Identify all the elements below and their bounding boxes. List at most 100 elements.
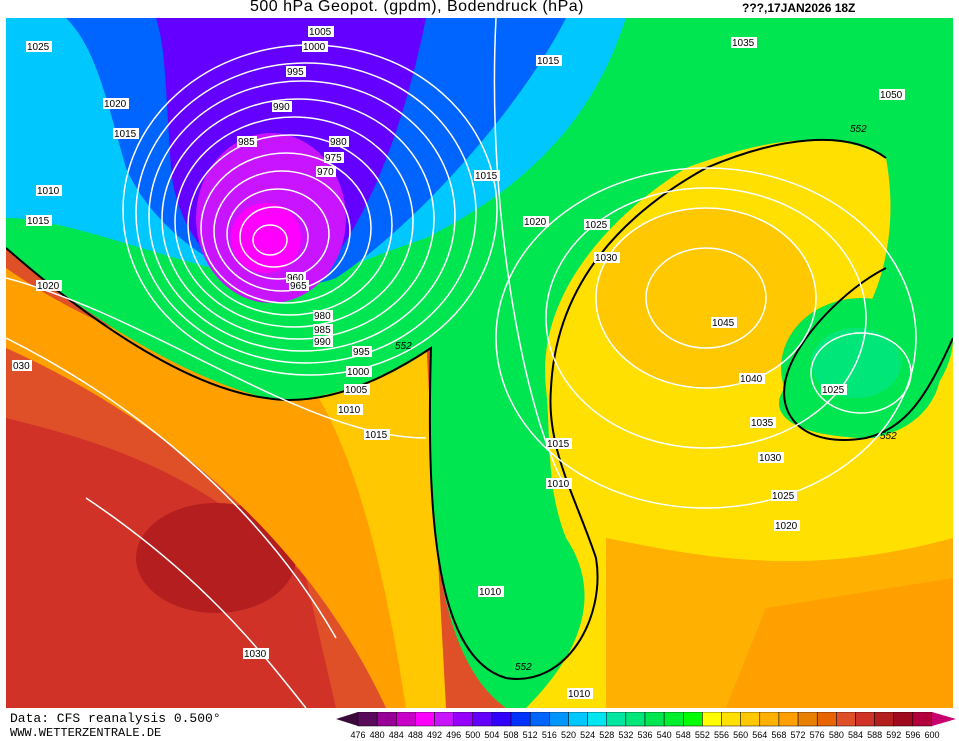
pressure-label: 1005 [344,384,370,396]
svg-text:995: 995 [287,67,304,78]
legend-label: 588 [867,730,882,740]
svg-text:1025: 1025 [822,385,845,396]
svg-text:1020: 1020 [524,217,547,228]
pressure-label: 1040 [739,373,765,385]
pressure-label: 995 [352,346,372,358]
svg-text:980: 980 [330,137,347,148]
legend-label: 516 [542,730,557,740]
legend-label: 524 [580,730,595,740]
isobar [135,62,477,364]
isobar [161,98,435,340]
isobar [213,170,351,292]
pressure-label: 1000 [302,41,328,53]
legend-label: 484 [389,730,404,740]
svg-text:1025: 1025 [27,42,50,53]
legend-swatch [816,712,837,727]
legend-label: 584 [848,730,863,740]
svg-text:960: 960 [287,273,304,284]
geopotential-label: 552 [395,341,412,352]
pressure-label: 980 [329,136,349,148]
legend-swatch [529,712,550,727]
svg-text:1010: 1010 [37,186,60,197]
svg-text:1015: 1015 [27,216,50,227]
svg-text:1020: 1020 [775,521,798,532]
pressure-label: 1020 [523,216,549,228]
legend-swatch [836,712,856,727]
pressure-label: 1025 [584,219,610,231]
svg-text:965: 965 [290,281,307,292]
pressure-label: 990 [313,336,333,348]
pressure-label: 1015 [26,215,52,227]
legend-label: 552 [695,730,710,740]
isobar [85,497,307,708]
pressure-label: 1020 [774,520,800,532]
pressure-label: 030 [12,360,32,372]
svg-text:1015: 1015 [114,129,137,140]
legend-swatch [644,712,665,727]
isobar [239,206,309,268]
svg-text:1030: 1030 [244,649,267,660]
pressure-label: 960 [286,272,306,284]
legend-swatch [663,712,684,727]
pressure-label: 1010 [337,404,363,416]
svg-text:1045: 1045 [712,318,735,329]
pressure-label: 1020 [36,280,62,292]
isobar [226,188,330,280]
legend-swatch [778,712,799,727]
svg-text:1050: 1050 [880,90,903,101]
legend-swatch [606,712,627,727]
legend-label: 572 [791,730,806,740]
legend-label: 488 [408,730,423,740]
svg-text:1010: 1010 [338,405,361,416]
legend-swatch [740,712,761,727]
pressure-label: 1045 [711,317,737,329]
svg-text:1015: 1015 [365,430,388,441]
svg-text:1010: 1010 [568,689,591,700]
pressure-label: 1030 [243,648,269,660]
legend-swatch [797,712,818,727]
legend-swatch [434,712,454,727]
legend-label: 536 [637,730,652,740]
legend-swatch [491,712,512,727]
legend-swatch [453,712,474,727]
legend-swatch [472,712,493,727]
svg-text:980: 980 [314,311,331,322]
geopotential-fill [6,18,953,708]
svg-text:1020: 1020 [37,281,60,292]
pressure-label: 985 [237,136,257,148]
svg-text:1035: 1035 [732,38,755,49]
legend-swatch [874,712,894,727]
legend-label: 548 [676,730,691,740]
isobar [495,167,917,509]
svg-text:1010: 1010 [547,479,570,490]
isobar [595,207,817,389]
pressure-label: 995 [286,66,306,78]
pressure-label: 1020 [103,98,129,110]
svg-text:1000: 1000 [303,42,326,53]
legend-label: 496 [446,730,461,740]
svg-text:1015: 1015 [537,56,560,67]
legend-label: 564 [752,730,767,740]
pressure-label: 1015 [546,438,572,450]
pressure-label: 985 [313,324,333,336]
legend-swatch [568,712,588,727]
pressure-label: 1030 [594,252,620,264]
svg-text:030: 030 [13,361,30,372]
svg-text:970: 970 [317,167,334,178]
legend-swatch [721,712,741,727]
svg-text:995: 995 [353,347,370,358]
pressure-label: 1010 [567,688,593,700]
isobar [187,134,393,316]
legend-swatch [587,712,607,727]
legend-label: 492 [427,730,442,740]
isobar [645,247,767,349]
geopotential-label: 552 [515,662,532,673]
isobar [252,224,288,256]
geopotential-label: 552 [880,431,897,442]
legend-label: 508 [504,730,519,740]
legend-label: 528 [599,730,614,740]
pressure-label: 970 [316,166,336,178]
legend-swatch [759,712,780,727]
svg-text:552: 552 [850,124,867,135]
